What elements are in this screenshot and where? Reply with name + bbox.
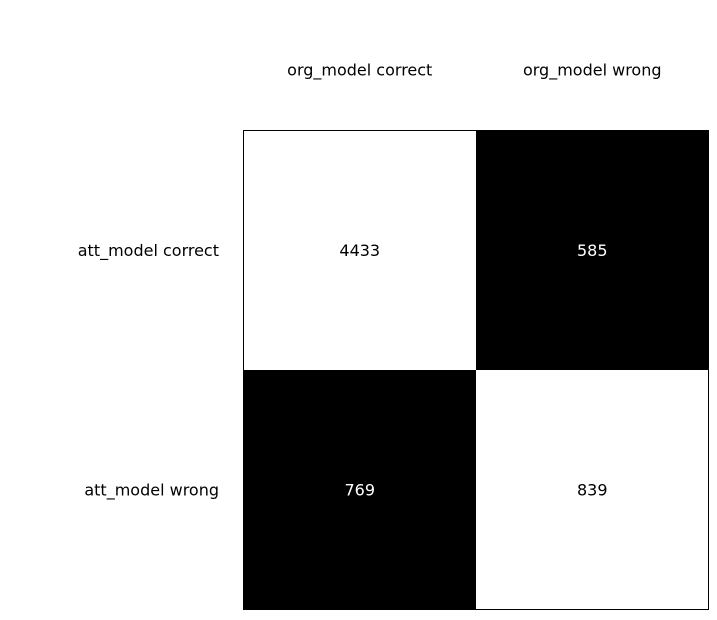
heatmap-cell-r0-c1: [476, 130, 709, 370]
cell-value-label-r1-c1: 839: [577, 480, 608, 499]
y-tick-labels: att_model correct att_model wrong: [78, 241, 219, 501]
y-tick-label: att_model wrong: [84, 480, 219, 500]
x-tick-label: org_model wrong: [523, 61, 662, 81]
cell-value-label-r1-c0: 769: [344, 480, 375, 499]
heatmap-cell-r1-c1: [476, 370, 709, 610]
cell-value-label-r0-c1: 585: [577, 241, 608, 260]
cell-value-label-r0-c0: 4433: [339, 241, 380, 260]
heatmap-cell-labels: 4433 585 769 839: [339, 241, 607, 500]
x-tick-labels: org_model correct org_model wrong: [287, 61, 661, 81]
y-tick-label: att_model correct: [78, 241, 219, 261]
heatmap-cell-r1-c0: [243, 370, 476, 610]
x-tick-label: org_model correct: [287, 61, 432, 81]
plot-frame: [243, 130, 709, 610]
heatmap-cell-r0-c0: [243, 130, 476, 370]
heatmap-cells: [243, 130, 709, 610]
